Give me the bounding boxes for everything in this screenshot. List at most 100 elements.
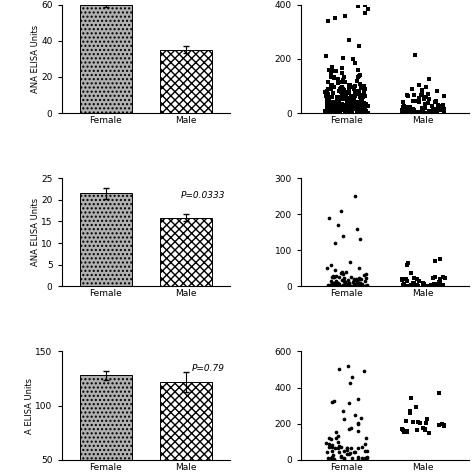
Point	[357, 275, 365, 283]
Point	[343, 94, 351, 102]
Point	[418, 91, 425, 99]
Point	[359, 102, 367, 110]
Point	[335, 109, 343, 117]
Point	[352, 100, 360, 108]
Point	[332, 266, 339, 273]
Point	[332, 108, 339, 116]
Point	[345, 87, 352, 94]
Point	[350, 283, 357, 290]
Point	[425, 282, 433, 290]
Point	[325, 101, 333, 109]
Point	[345, 36, 353, 44]
Point	[360, 367, 367, 375]
Point	[336, 103, 344, 110]
Point	[419, 282, 427, 290]
Point	[360, 87, 368, 94]
Point	[362, 92, 369, 100]
Point	[421, 426, 429, 434]
Point	[334, 108, 342, 116]
Point	[325, 100, 332, 108]
Point	[346, 82, 354, 89]
Point	[327, 98, 335, 106]
Point	[361, 108, 368, 116]
Point	[355, 264, 363, 272]
Point	[361, 91, 368, 99]
Point	[330, 279, 338, 287]
Point	[344, 281, 352, 289]
Text: P=0.0333: P=0.0333	[181, 191, 225, 200]
Point	[415, 95, 422, 102]
Point	[441, 106, 448, 113]
Point	[332, 279, 340, 286]
Point	[334, 281, 341, 289]
Point	[439, 281, 447, 289]
Point	[438, 103, 446, 111]
Point	[336, 104, 343, 111]
Bar	[80, 375, 132, 474]
Point	[327, 455, 335, 462]
Point	[337, 453, 345, 461]
Point	[343, 444, 351, 452]
Point	[329, 451, 337, 459]
Point	[348, 455, 356, 462]
Point	[343, 444, 351, 452]
Point	[351, 192, 358, 200]
Point	[337, 207, 345, 214]
Point	[336, 100, 344, 108]
Point	[344, 447, 351, 454]
Point	[350, 96, 358, 104]
Point	[328, 398, 336, 405]
Point	[356, 88, 363, 95]
Point	[425, 282, 432, 289]
Point	[351, 59, 358, 67]
Point	[341, 78, 349, 86]
Point	[331, 444, 338, 452]
Point	[437, 103, 445, 110]
Point	[343, 104, 350, 111]
Point	[355, 281, 362, 289]
Point	[430, 105, 438, 113]
Point	[324, 98, 332, 106]
Point	[338, 83, 346, 91]
Point	[412, 403, 420, 410]
Point	[335, 273, 343, 280]
Point	[346, 97, 354, 104]
Point	[356, 71, 364, 79]
Point	[332, 434, 340, 442]
Point	[328, 82, 336, 89]
Point	[326, 282, 333, 289]
Point	[340, 73, 347, 81]
Point	[363, 101, 370, 109]
Point	[345, 362, 352, 370]
Point	[356, 109, 364, 117]
Point	[350, 280, 357, 288]
Point	[425, 109, 433, 117]
Point	[335, 366, 342, 374]
Point	[344, 106, 351, 113]
Point	[330, 108, 337, 115]
Point	[326, 434, 333, 442]
Point	[330, 280, 338, 287]
Point	[328, 99, 336, 107]
Point	[408, 107, 416, 115]
Point	[358, 454, 365, 462]
Point	[353, 278, 361, 286]
Point	[359, 100, 367, 108]
Point	[345, 282, 353, 290]
Point	[419, 104, 426, 111]
Point	[321, 107, 329, 115]
Point	[334, 93, 341, 100]
Point	[347, 107, 355, 114]
Point	[337, 88, 345, 96]
Point	[359, 105, 367, 113]
Point	[420, 280, 428, 288]
Point	[414, 108, 421, 116]
Point	[356, 283, 364, 290]
Point	[335, 106, 342, 114]
Point	[326, 214, 333, 222]
Point	[424, 91, 431, 98]
Point	[401, 102, 408, 109]
Point	[361, 99, 368, 107]
Point	[339, 106, 346, 113]
Point	[322, 53, 330, 60]
